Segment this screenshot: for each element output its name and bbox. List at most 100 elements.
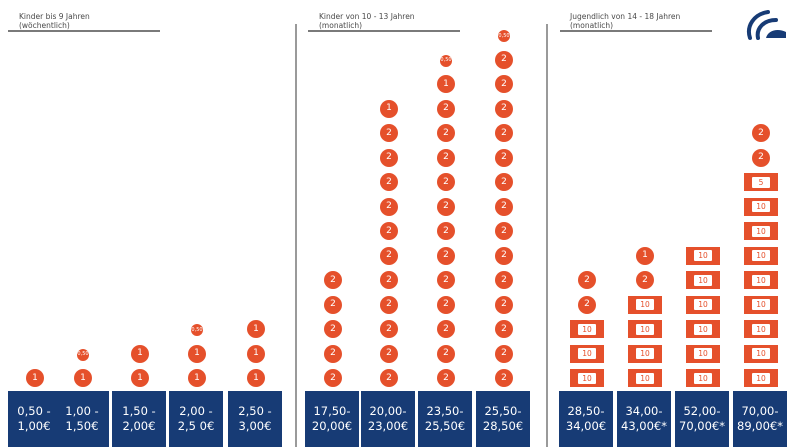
banknote-value: 10 [751,249,771,262]
banknote-mark: 5 [744,173,778,191]
coin-mark: 0,50 [77,348,89,361]
coin-mark: 2 [495,75,513,93]
group-title-kinder-bis-9: Kinder bis 9 Jahren (wöchentlich) [19,12,90,30]
category-label: 28,50- 34,00€ [559,391,613,447]
coin-mark: 2 [437,173,455,191]
coin-mark: 2 [495,197,513,216]
banknote-mark: 10 [686,246,720,265]
banknote-value: 10 [693,371,713,385]
coin-mark: 2 [495,99,513,118]
coin-mark: 2 [437,295,455,314]
coin-mark: 2 [495,222,513,240]
banknote-value: 10 [577,347,597,360]
category-label: 1,00 - 1,50€ [55,391,109,447]
coin-mark: 1 [247,320,265,338]
banknote-mark: 10 [744,197,778,216]
banknote-mark: 10 [628,320,662,338]
coin-mark: 2 [495,148,513,167]
coin-mark: 0,50 [191,324,203,336]
banknote-value: 10 [751,224,771,238]
category-label: 1,50 - 2,00€ [112,391,166,447]
coin-mark: 2 [324,271,342,289]
coin-mark: 2 [636,271,654,289]
category-label: 34,00- 43,00€* [617,391,671,447]
coin-mark: 2 [752,124,770,142]
coin-mark: 2 [380,148,398,167]
group-title-underline [8,30,160,32]
bank-logo-icon [747,10,786,40]
coin-mark: 1 [188,369,206,387]
coin-mark: 2 [380,197,398,216]
coin-mark: 2 [495,271,513,289]
coin-mark: 0,50 [440,54,452,67]
group-title-kinder-10-13: Kinder von 10 - 13 Jahren (monatlich) [319,12,415,30]
category-label: 2,50 - 3,00€ [228,391,282,447]
coin-mark: 2 [380,173,398,191]
banknote-mark: 10 [686,344,720,363]
banknote-mark: 10 [570,344,604,363]
coin-mark: 1 [247,344,265,363]
banknote-value: 10 [751,200,771,213]
coin-mark: 2 [437,124,455,142]
category-label: 52,00- 70,00€* [675,391,729,447]
category-label: 20,00- 23,00€ [361,391,415,447]
banknote-value: 10 [751,273,771,287]
banknote-mark: 10 [744,271,778,289]
coin-mark: 2 [495,369,513,387]
coin-mark: 2 [495,295,513,314]
banknote-value: 10 [693,347,713,360]
banknote-value: 10 [751,322,771,336]
category-label: 70,00- 89,00€* [733,391,787,447]
coin-mark: 1 [247,369,265,387]
coin-mark: 2 [437,148,455,167]
banknote-value: 10 [635,322,655,336]
banknote-value: 10 [751,371,771,385]
coin-mark: 2 [437,271,455,289]
banknote-value: 5 [751,175,771,189]
banknote-mark: 10 [686,369,720,387]
banknote-value: 10 [693,273,713,287]
coin-mark: 1 [26,369,44,387]
coin-mark: 2 [324,295,342,314]
coin-mark: 2 [324,344,342,363]
coin-mark: 2 [437,246,455,265]
coin-mark: 2 [495,173,513,191]
banknote-value: 10 [693,322,713,336]
coin-mark: 2 [324,369,342,387]
coin-mark: 2 [380,246,398,265]
coin-mark: 2 [380,124,398,142]
coin-mark: 2 [495,344,513,363]
coin-mark: 1 [131,369,149,387]
coin-mark: 2 [380,344,398,363]
coin-mark: 2 [380,320,398,338]
category-label: 0,50 - 1,00€ [8,391,60,447]
coin-mark: 2 [437,369,455,387]
coin-mark: 2 [437,222,455,240]
banknote-mark: 10 [570,320,604,338]
coin-mark: 1 [636,246,654,265]
banknote-mark: 10 [686,320,720,338]
banknote-mark: 10 [744,369,778,387]
group-title-underline [308,30,460,32]
category-label: 17,50- 20,00€ [305,391,359,447]
coin-mark: 1 [188,344,206,363]
coin-mark: 2 [324,320,342,338]
coin-mark: 2 [380,271,398,289]
banknote-mark: 10 [628,344,662,363]
banknote-mark: 10 [744,295,778,314]
banknote-mark: 10 [628,295,662,314]
banknote-mark: 10 [570,369,604,387]
banknote-mark: 10 [744,246,778,265]
banknote-value: 10 [693,298,713,311]
banknote-mark: 10 [744,222,778,240]
coin-mark: 1 [131,344,149,363]
banknote-value: 10 [635,347,655,360]
coin-mark: 2 [495,246,513,265]
coin-mark: 2 [495,320,513,338]
banknote-mark: 10 [744,320,778,338]
coin-mark: 2 [380,295,398,314]
banknote-mark: 10 [628,369,662,387]
coin-mark: 2 [578,271,596,289]
coin-mark: 2 [380,222,398,240]
